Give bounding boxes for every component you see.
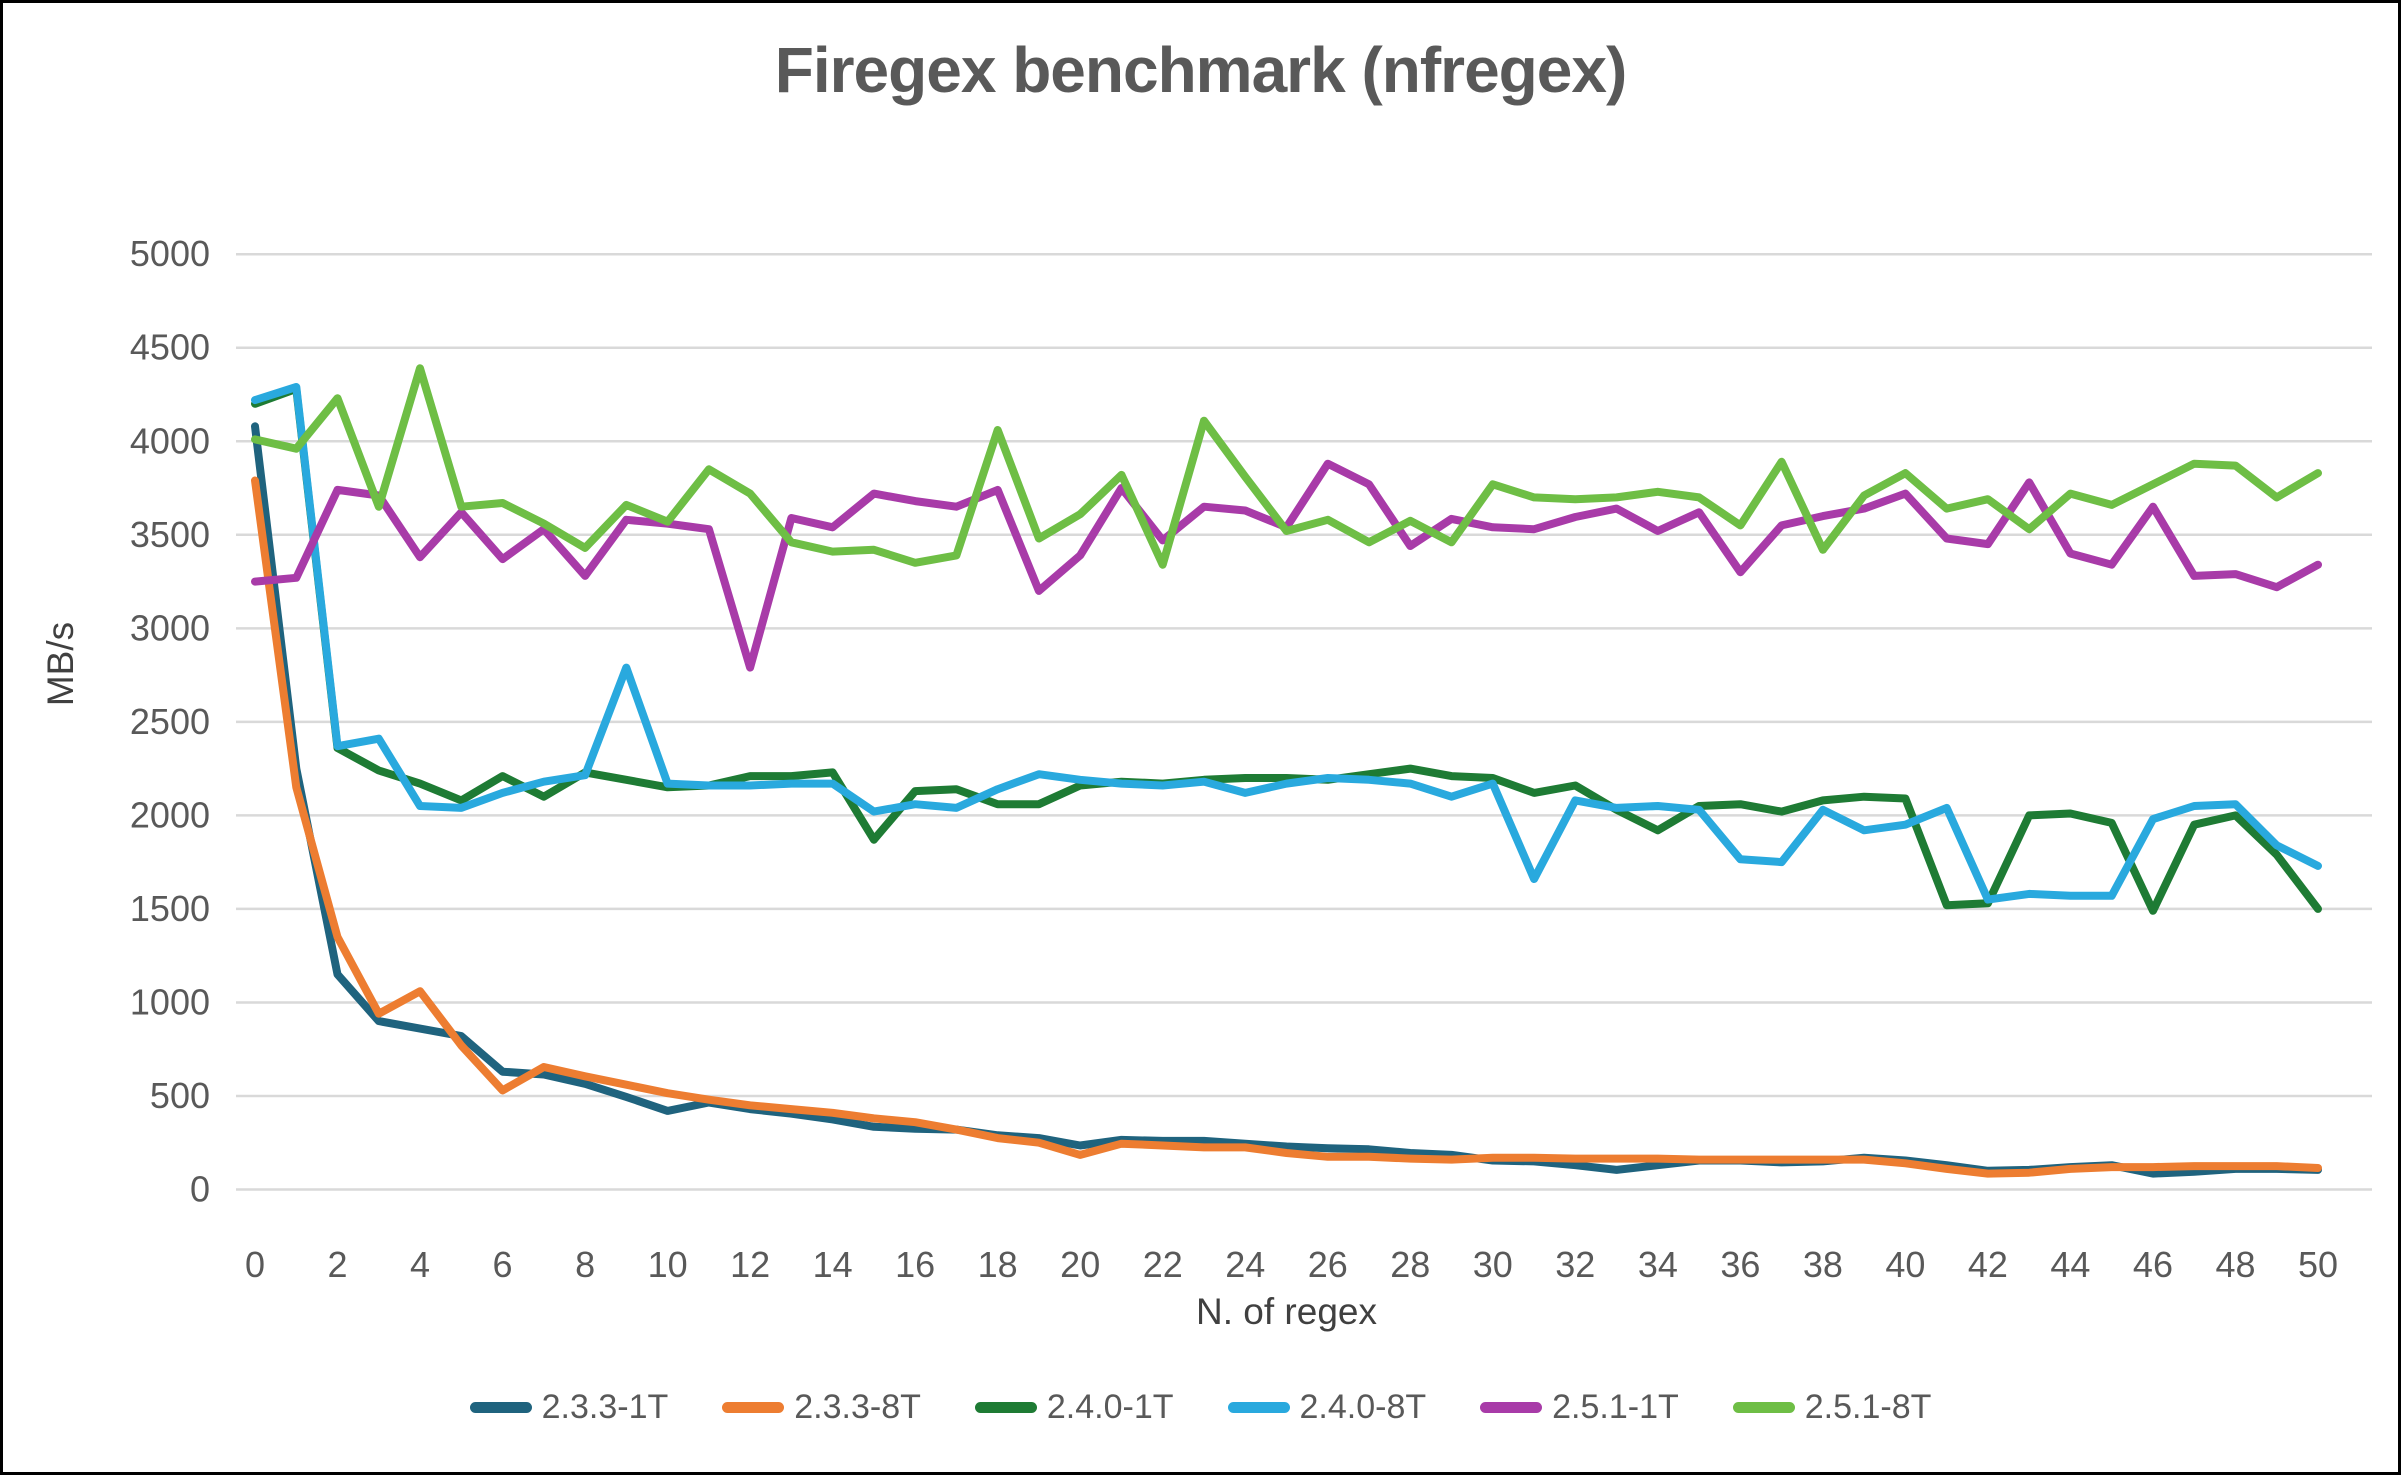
y-tick-label-5000: 5000 (130, 233, 210, 274)
x-tick-label-12: 12 (730, 1244, 770, 1285)
legend-swatch-2.4.0-8T (1227, 1402, 1290, 1413)
x-tick-label-14: 14 (813, 1244, 853, 1285)
y-tick-label-3500: 3500 (130, 514, 210, 555)
legend-item-2.4.0-1T: 2.4.0-1T (974, 1388, 1174, 1427)
x-tick-label-46: 46 (2133, 1244, 2173, 1285)
legend-label-2.4.0-1T: 2.4.0-1T (1046, 1388, 1174, 1426)
x-tick-label-36: 36 (1720, 1244, 1760, 1285)
series-line-2.5.1-1T (251, 459, 2322, 672)
y-tick-label-2500: 2500 (130, 701, 210, 742)
legend-item-2.5.1-1T: 2.5.1-1T (1480, 1388, 1679, 1427)
series-line-2.4.0-8T (251, 383, 2322, 904)
legend-item-2.3.3-1T: 2.3.3-1T (469, 1388, 669, 1427)
x-tick-label-28: 28 (1390, 1244, 1430, 1285)
series-line-2.4.0-1T (251, 384, 2322, 915)
x-tick-label-6: 6 (493, 1244, 513, 1285)
legend-item-2.4.0-8T: 2.4.0-8T (1227, 1388, 1427, 1427)
y-tick-label-500: 500 (150, 1075, 210, 1116)
x-tick-label-20: 20 (1060, 1244, 1100, 1285)
x-tick-label-4: 4 (410, 1244, 430, 1285)
legend-swatch-2.3.3-1T (469, 1402, 532, 1413)
line-chart-plot-area: 0500100015002000250030003500400045005000… (130, 233, 2372, 1285)
y-tick-label-1000: 1000 (130, 981, 210, 1022)
y-tick-label-4000: 4000 (130, 420, 210, 461)
y-axis-title: MB/s (40, 621, 81, 707)
legend-swatch-2.5.1-8T (1732, 1402, 1795, 1413)
legend-item-2.3.3-8T: 2.3.3-8T (722, 1388, 921, 1427)
legend-swatch-2.3.3-8T (722, 1402, 785, 1413)
legend-label-2.4.0-8T: 2.4.0-8T (1299, 1388, 1427, 1426)
y-tick-label-0: 0 (190, 1169, 210, 1210)
y-tick-label-1500: 1500 (130, 888, 210, 929)
series-line-2.3.3-8T (251, 476, 2322, 1178)
x-tick-label-32: 32 (1555, 1244, 1595, 1285)
chart-legend: 2.3.3-1T 2.3.3-8T 2.4.0-1T 2.4.0-8T 2.5.1-1T… (3, 1388, 2398, 1427)
x-tick-label-42: 42 (1968, 1244, 2008, 1285)
x-tick-label-22: 22 (1143, 1244, 1183, 1285)
y-tick-label-2000: 2000 (130, 794, 210, 835)
x-tick-label-30: 30 (1473, 1244, 1513, 1285)
x-tick-label-2: 2 (328, 1244, 348, 1285)
x-tick-label-50: 50 (2298, 1244, 2338, 1285)
x-tick-label-16: 16 (895, 1244, 935, 1285)
chart-title: Firegex benchmark (nfregex) (774, 34, 1628, 106)
x-tick-label-26: 26 (1308, 1244, 1348, 1285)
x-axis-title: N. of regex (1196, 1291, 1377, 1332)
x-tick-label-40: 40 (1885, 1244, 1925, 1285)
x-tick-label-8: 8 (575, 1244, 595, 1285)
x-tick-label-34: 34 (1638, 1244, 1678, 1285)
legend-label-2.3.3-8T: 2.3.3-8T (794, 1388, 921, 1426)
y-tick-label-3000: 3000 (130, 607, 210, 648)
legend-item-2.5.1-8T: 2.5.1-8T (1732, 1388, 1932, 1427)
legend-label-2.5.1-8T: 2.5.1-8T (1804, 1388, 1932, 1426)
x-tick-label-48: 48 (2215, 1244, 2255, 1285)
legend-swatch-2.5.1-1T (1480, 1402, 1543, 1413)
x-tick-label-18: 18 (978, 1244, 1018, 1285)
y-tick-label-4500: 4500 (130, 327, 210, 368)
x-tick-label-10: 10 (648, 1244, 688, 1285)
x-tick-label-44: 44 (2050, 1244, 2090, 1285)
legend-label-2.5.1-1T: 2.5.1-1T (1552, 1388, 1679, 1426)
x-tick-label-0: 0 (245, 1244, 265, 1285)
legend-label-2.3.3-1T: 2.3.3-1T (541, 1388, 669, 1426)
x-tick-label-24: 24 (1225, 1244, 1265, 1285)
legend-swatch-2.4.0-1T (974, 1402, 1037, 1413)
series-line-2.5.1-8T (251, 364, 2322, 569)
x-tick-label-38: 38 (1803, 1244, 1843, 1285)
